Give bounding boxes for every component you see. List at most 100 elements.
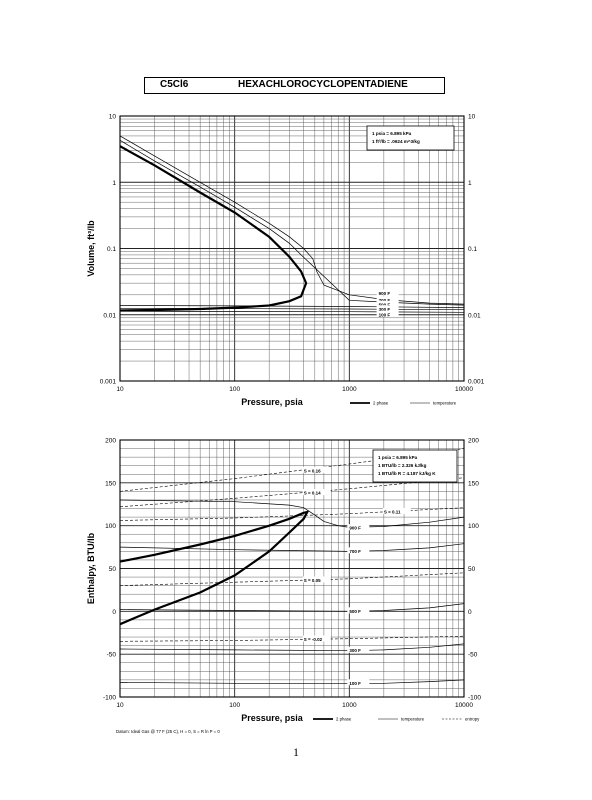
chart1-y-tick-label-right: 0.01 xyxy=(468,312,481,319)
chart2-x-tick-label: 10 xyxy=(116,702,124,709)
chart1-label-bg xyxy=(376,305,399,312)
chart1-legend-label: temperature xyxy=(433,401,457,406)
chart2-label-bg xyxy=(347,679,370,686)
chart2-series-s-0-05 xyxy=(119,572,465,586)
compound-name: HEXACHLOROCYCLOPENTADIENE xyxy=(238,79,408,90)
chart1-y-axis-label: Volume, ft³/lb xyxy=(86,220,96,277)
chart2-y-tick-label-right: 50 xyxy=(468,566,476,573)
chart2-y-tick-label-right: 0 xyxy=(468,609,472,616)
chart2-conversion-box xyxy=(372,449,458,483)
chart2-legend-label: temperature xyxy=(401,717,425,722)
chart1-plot-frame xyxy=(119,115,465,382)
chart2-label-bg xyxy=(302,635,331,642)
chart1-x-tick-label: 10 xyxy=(116,386,124,393)
chart1-x-tick-label: 1000 xyxy=(342,386,357,393)
chart1-y-tick-label-left: 0.01 xyxy=(103,312,116,319)
title-box: C5Cl6 HEXACHLOROCYCLOPENTADIENE xyxy=(144,77,445,94)
chart2-y-tick-label-right: 150 xyxy=(468,480,479,487)
chart2-plot-frame xyxy=(119,439,465,698)
chart1-y-tick-label-left: 10 xyxy=(109,114,117,121)
chart2-y-tick-label-right: 100 xyxy=(468,523,479,530)
chart1-conversion-box xyxy=(366,125,455,151)
chart2-series-300-f xyxy=(119,643,465,652)
chart1-x-tick-label: 100 xyxy=(229,386,240,393)
chart2-series-900-f xyxy=(119,499,465,528)
chart1-conversion-text: 1 ft³/lb = .0624 m^3/kg xyxy=(372,139,420,144)
chart1-y-tick-label-right: 0.1 xyxy=(468,246,477,253)
chart2-y-tick-label-left: 200 xyxy=(105,438,116,445)
chart1-series-100-f xyxy=(119,310,465,313)
chart2-label-bg xyxy=(347,547,370,554)
chart2-entropy-label: S = -0.02 xyxy=(304,637,323,642)
chart2-series-s-0-14 xyxy=(119,477,465,508)
chart1-label-bg xyxy=(376,296,399,303)
chart2-isotherm-label: 300 F xyxy=(349,648,361,653)
chart1-y-tick-label-left: 1 xyxy=(112,180,116,187)
chart1-x-tick-label: 10000 xyxy=(455,386,473,393)
chart2-entropy-label: S = 0.14 xyxy=(304,491,321,496)
chart2-datum-note: Datum: Ideal Gas @ 77 F (25 C), H = 0, S… xyxy=(116,729,220,734)
chart1-isotherm-label: 100 F xyxy=(379,312,391,317)
chart2-y-axis-label: Enthalpy, BTU/lb xyxy=(86,532,96,604)
chart2-legend-label: 2 phase xyxy=(336,717,352,722)
chart2-x-tick-label: 100 xyxy=(229,702,240,709)
chart1-conversion-text: 1 psia = 6.895 kPa xyxy=(372,131,412,136)
chart2-y-tick-label-left: 50 xyxy=(109,566,117,573)
chart2-conversion-text: 1 BTU/lb = 2.326 kJ/kg xyxy=(378,463,427,468)
chart1-isotherm-label: 900 F xyxy=(379,291,391,296)
chart1-y-tick-label-right: 10 xyxy=(468,114,476,121)
chart2-series-500-f xyxy=(119,603,465,612)
chart1-y-tick-label-right: 1 xyxy=(468,180,472,187)
chart1-grid xyxy=(119,116,464,382)
chart1-isotherm-label: 500 F xyxy=(379,302,391,307)
chart1-y-tick-label-right: 0.001 xyxy=(468,379,485,386)
chart2-isotherm-label: 900 F xyxy=(349,526,361,531)
chart2-y-tick-label-left: 150 xyxy=(105,480,116,487)
chart2-x-tick-label: 1000 xyxy=(342,702,357,709)
chart2-x-axis-label: Pressure, psia xyxy=(241,713,304,723)
chart2-conversion-text: 1 BTU/lb R = 4.187 kJ/kg K xyxy=(378,471,436,476)
chart2-series-2-phase xyxy=(119,510,310,626)
chart2-isotherm-label: 100 F xyxy=(349,681,361,686)
chart2-isotherm-label: 500 F xyxy=(349,609,361,614)
compound-formula: C5Cl6 xyxy=(160,79,189,90)
chart2-label-bg xyxy=(347,646,370,653)
chart2-y-tick-label-right: -50 xyxy=(468,652,478,659)
chart2-isotherm-label: 700 F xyxy=(349,549,361,554)
chart1-series-900-f xyxy=(119,135,465,305)
chart1-legend-label: 2 phase xyxy=(373,401,389,406)
chart1-y-tick-label-left: 0.1 xyxy=(107,246,116,253)
chart1-label-bg xyxy=(376,300,399,307)
chart2-series-s-0-16 xyxy=(119,448,465,492)
chart2-y-tick-label-left: -50 xyxy=(107,652,117,659)
chart2-y-tick-label-right: -100 xyxy=(468,695,481,702)
chart1-isotherm-label: 700 F xyxy=(379,298,391,303)
chart1-x-axis-label: Pressure, psia xyxy=(241,397,304,407)
chart2-label-bg xyxy=(347,524,370,531)
chart2-y-tick-label-left: -100 xyxy=(103,695,116,702)
chart2-x-tick-label: 10000 xyxy=(455,702,473,709)
chart2-entropy-label: S = 0.05 xyxy=(304,578,321,583)
chart2-label-bg xyxy=(302,489,331,496)
chart2-series-100-f xyxy=(119,679,465,684)
page-number: 1 xyxy=(293,745,299,759)
chart2-label-bg xyxy=(347,607,370,614)
chart2-conversion-text: 1 psia = 6.895 kPa xyxy=(378,455,418,460)
chart2-entropy-label: S = 0.11 xyxy=(384,509,401,514)
chart1-series-700-f xyxy=(119,139,465,306)
chart2-label-bg xyxy=(302,466,331,473)
chart2-y-tick-label-left: 100 xyxy=(105,523,116,530)
chart1-series-300-f xyxy=(119,307,465,311)
chart2-y-tick-label-right: 200 xyxy=(468,438,479,445)
chart1-y-tick-label-left: 0.001 xyxy=(100,379,117,386)
chart2-legend-label: entropy xyxy=(465,717,480,722)
chart2-label-bg xyxy=(302,576,331,583)
chart2-entropy-label: S = 0.16 xyxy=(304,468,321,473)
chart1-series-500-f xyxy=(119,305,465,308)
chart1-label-bg xyxy=(376,289,399,296)
chart1-isotherm-label: 300 F xyxy=(379,307,391,312)
chart2-label-bg xyxy=(382,507,411,514)
chart1-label-bg xyxy=(376,310,399,317)
chart2-series-s-0-02 xyxy=(119,635,465,642)
